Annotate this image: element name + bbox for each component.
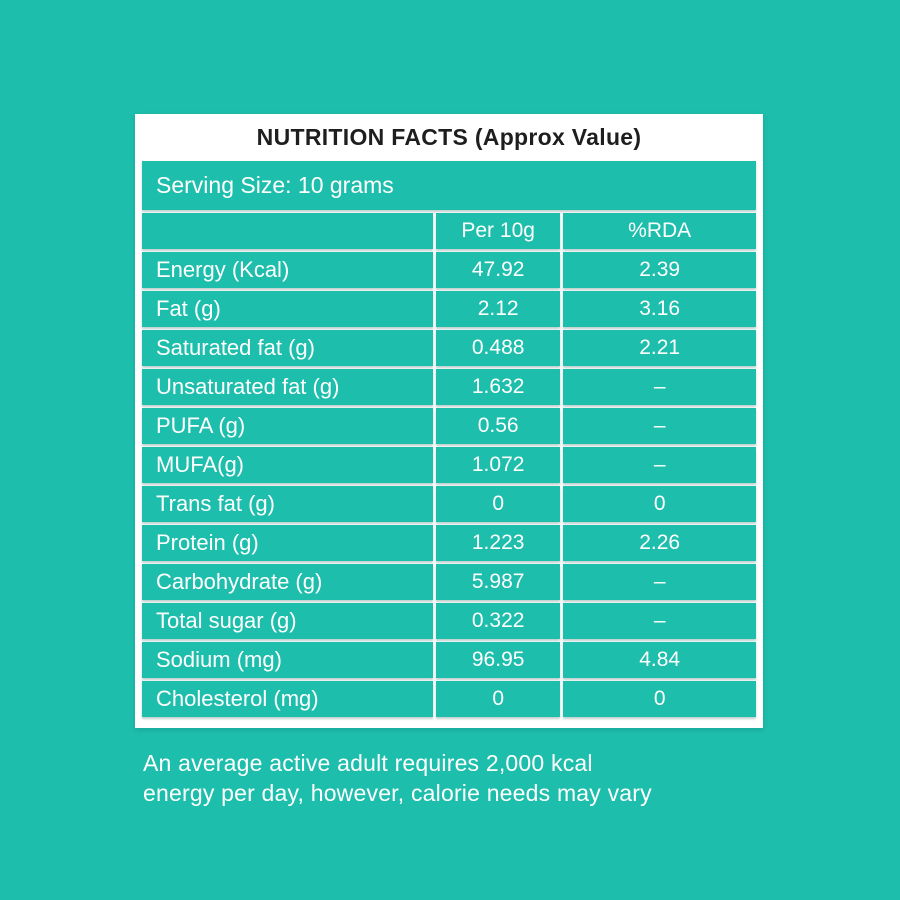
per10g-value: 1.632 bbox=[435, 369, 561, 405]
per10g-value: 0 bbox=[435, 681, 561, 717]
rda-value: 2.39 bbox=[563, 252, 756, 288]
per10g-value: 0.488 bbox=[435, 330, 561, 366]
column-header-blank bbox=[142, 213, 433, 249]
nutrient-label: Carbohydrate (g) bbox=[142, 564, 433, 600]
nutrient-label: Unsaturated fat (g) bbox=[142, 369, 433, 405]
rda-value: 3.16 bbox=[563, 291, 756, 327]
nutrition-label-card: NUTRITION FACTS (Approx Value) Serving S… bbox=[135, 114, 763, 728]
per10g-value: 1.072 bbox=[435, 447, 561, 483]
rda-value: 2.26 bbox=[563, 525, 756, 561]
rda-value: – bbox=[563, 408, 756, 444]
nutrition-table: Per 10g %RDA Energy (Kcal) 47.92 2.39 Fa… bbox=[142, 213, 756, 717]
per10g-value: 2.12 bbox=[435, 291, 561, 327]
nutrient-label: Total sugar (g) bbox=[142, 603, 433, 639]
per10g-value: 47.92 bbox=[435, 252, 561, 288]
nutrient-label: Cholesterol (mg) bbox=[142, 681, 433, 717]
rda-value: 2.21 bbox=[563, 330, 756, 366]
rda-value: – bbox=[563, 603, 756, 639]
serving-size-row: Serving Size: 10 grams bbox=[142, 161, 756, 210]
calorie-disclaimer-line2: energy per day, however, calorie needs m… bbox=[143, 780, 652, 807]
nutrient-label: Saturated fat (g) bbox=[142, 330, 433, 366]
calorie-disclaimer: An average active adult requires 2,000 k… bbox=[143, 748, 783, 809]
nutrient-label: Protein (g) bbox=[142, 525, 433, 561]
rda-value: 4.84 bbox=[563, 642, 756, 678]
nutrient-label: Energy (Kcal) bbox=[142, 252, 433, 288]
calorie-disclaimer-line1: An average active adult requires 2,000 k… bbox=[143, 750, 593, 776]
rda-value: 0 bbox=[563, 681, 756, 717]
rda-value: – bbox=[563, 447, 756, 483]
per10g-value: 96.95 bbox=[435, 642, 561, 678]
nutrient-label: MUFA(g) bbox=[142, 447, 433, 483]
per10g-value: 1.223 bbox=[435, 525, 561, 561]
per10g-value: 0 bbox=[435, 486, 561, 522]
nutrient-label: Trans fat (g) bbox=[142, 486, 433, 522]
column-header-per10g: Per 10g bbox=[435, 213, 561, 249]
nutrient-label: PUFA (g) bbox=[142, 408, 433, 444]
nutrient-label: Fat (g) bbox=[142, 291, 433, 327]
nutrient-label: Sodium (mg) bbox=[142, 642, 433, 678]
per10g-value: 0.322 bbox=[435, 603, 561, 639]
per10g-value: 0.56 bbox=[435, 408, 561, 444]
column-header-rda: %RDA bbox=[563, 213, 756, 249]
rda-value: 0 bbox=[563, 486, 756, 522]
nutrition-facts-title: NUTRITION FACTS (Approx Value) bbox=[142, 114, 756, 161]
rda-value: – bbox=[563, 369, 756, 405]
rda-value: – bbox=[563, 564, 756, 600]
per10g-value: 5.987 bbox=[435, 564, 561, 600]
